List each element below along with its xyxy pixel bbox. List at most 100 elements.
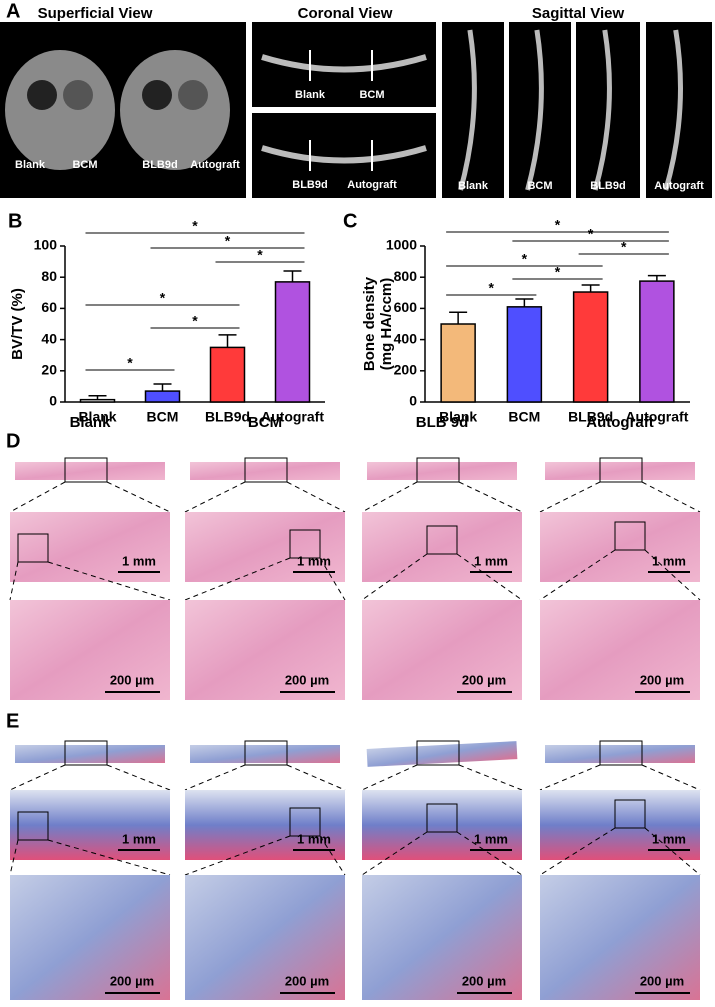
ct-label: BCM (527, 180, 552, 192)
zoom-line (184, 835, 291, 876)
scale-bar-label: 200 µm (462, 672, 506, 687)
x-tick-label: Autograft (261, 409, 324, 425)
zoom-box (289, 529, 321, 559)
scale-bar-label: 200 µm (110, 973, 154, 988)
strip-image (15, 745, 165, 763)
section-image (362, 512, 522, 582)
zoom-line (9, 481, 66, 513)
strip-image (545, 745, 695, 763)
bar (274, 281, 311, 403)
zoom-line (539, 827, 616, 876)
section-image (362, 790, 522, 860)
bar (79, 398, 116, 403)
y-tick-label: 1000 (386, 237, 417, 253)
zoom-line (319, 557, 346, 601)
ct-label: BLB9d (142, 159, 177, 171)
zoom-box (64, 740, 108, 766)
zoom-line (106, 764, 171, 791)
zoom-box (289, 807, 321, 837)
defect (27, 80, 57, 110)
x-tick-label: BCM (147, 409, 179, 425)
y-tick-label: 100 (34, 237, 58, 253)
significance-label: * (127, 355, 133, 371)
magnified-image (185, 600, 345, 700)
y-tick-label: 600 (394, 299, 418, 315)
zoom-line (9, 764, 66, 791)
x-tick-label: BLB9d (205, 409, 250, 425)
magnified-image (362, 875, 522, 1000)
panel-letter: C (343, 210, 357, 232)
x-tick-label: Autograft (625, 409, 688, 425)
bone-section (592, 29, 612, 191)
strip-image (367, 462, 517, 480)
scale-bar-label: 200 µm (285, 973, 329, 988)
column-heading: BCM (248, 414, 282, 431)
scale-bar-label: 1 mm (652, 831, 686, 846)
y-tick-label: 400 (394, 330, 418, 346)
scale-bar-label: 1 mm (297, 831, 331, 846)
ct-label: Blank (458, 180, 489, 192)
zoom-line (106, 481, 171, 513)
significance-label: * (522, 251, 528, 267)
zoom-line (456, 553, 523, 601)
zoom-box (426, 803, 458, 833)
x-tick-label: BLB9d (568, 409, 613, 425)
bone-section (663, 29, 683, 191)
zoom-line (47, 561, 171, 601)
zoom-box (416, 740, 460, 766)
zoom-box (17, 533, 49, 563)
zoom-line (286, 481, 346, 513)
magnified-image (362, 600, 522, 700)
y-tick-label: 0 (409, 393, 417, 409)
zoom-line (641, 481, 701, 513)
magnified-image (185, 875, 345, 1000)
zoom-line (286, 764, 346, 791)
ct-label: BLB9d (292, 179, 327, 191)
bone-section (261, 54, 427, 73)
defect (178, 80, 208, 110)
zoom-line (539, 481, 601, 513)
zoom-box (614, 799, 646, 829)
zoom-box (244, 740, 288, 766)
x-tick-label: BCM (508, 409, 540, 425)
y-tick-label: 40 (41, 330, 57, 346)
zoom-line (644, 827, 701, 876)
ct-label: Autograft (654, 180, 704, 192)
ct-label: Blank (295, 89, 326, 101)
panel-letter: B (8, 210, 22, 232)
zoom-box (614, 521, 646, 551)
significance-label: * (192, 313, 198, 329)
section-image (185, 512, 345, 582)
scale-bar-label: 1 mm (122, 831, 156, 846)
panel-letter: A (6, 0, 20, 22)
bone-section (525, 29, 544, 191)
zoom-line (641, 764, 701, 791)
significance-label: * (588, 226, 594, 242)
magnified-image (10, 875, 170, 1000)
column-heading: Blank (70, 414, 112, 431)
y-axis-label: Bone density (361, 276, 378, 371)
bar (209, 346, 246, 403)
panel-letter: D (6, 430, 20, 452)
scale-bar-label: 1 mm (474, 553, 508, 568)
zoom-box (64, 457, 108, 483)
significance-label: * (192, 218, 198, 234)
bar (440, 323, 476, 403)
strip-image (190, 462, 340, 480)
section-image (10, 790, 170, 860)
strip-image (366, 741, 518, 767)
section-image (10, 512, 170, 582)
magnified-image (540, 600, 700, 700)
zoom-line (458, 481, 523, 513)
skull (120, 50, 230, 170)
y-tick-label: 800 (394, 268, 418, 284)
significance-label: * (257, 247, 263, 263)
zoom-line (539, 764, 601, 791)
zoom-box (244, 457, 288, 483)
x-tick-label: Blank (78, 409, 116, 425)
ct-label: BCM (72, 159, 97, 171)
scale-bar-label: 1 mm (297, 553, 331, 568)
zoom-box (17, 811, 49, 841)
zoom-line (456, 831, 523, 876)
zoom-line (361, 764, 418, 791)
